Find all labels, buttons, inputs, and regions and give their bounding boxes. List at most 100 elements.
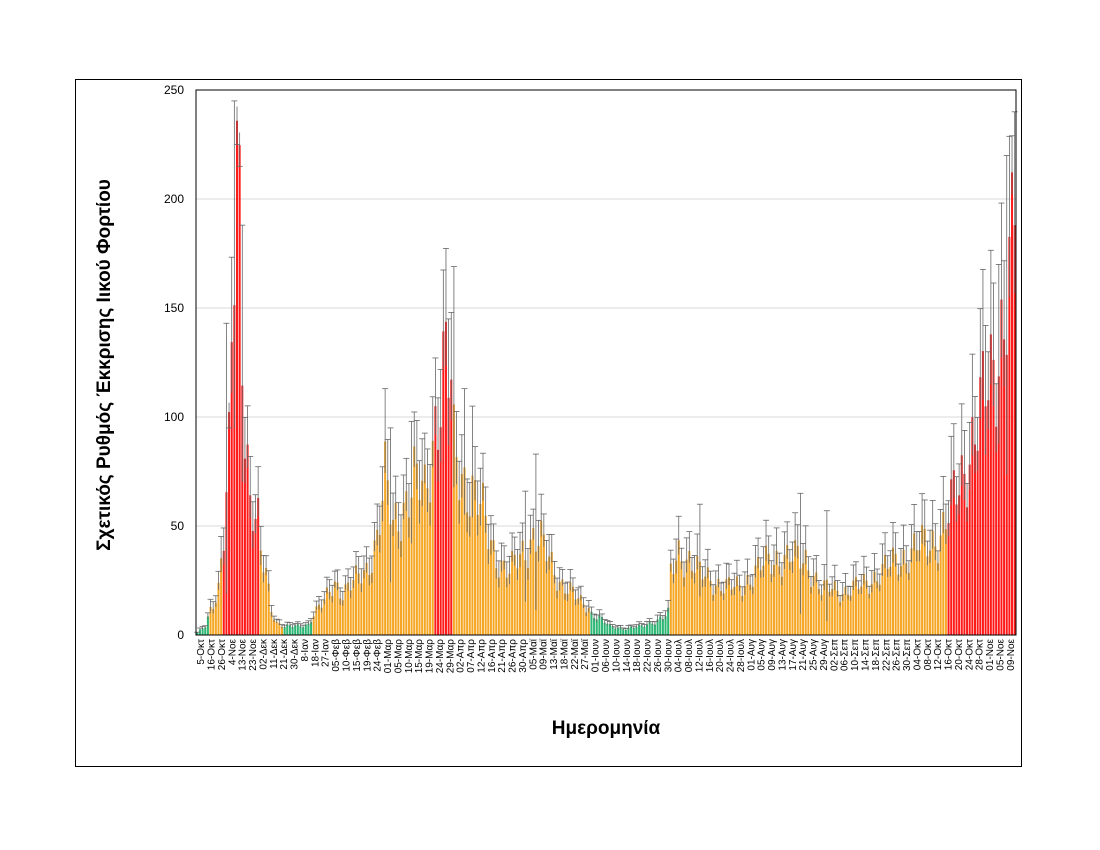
bar [698,561,701,635]
bar [638,624,641,635]
bar [683,577,686,635]
bar [458,500,461,635]
bar [471,475,474,635]
x-tick-label: 01-Αυγ [746,639,757,671]
bar [526,568,529,635]
bar [415,463,418,635]
bar [566,593,569,635]
bar [831,589,834,635]
bar [619,627,622,635]
bar [643,626,646,635]
plot-area-border [195,89,1017,636]
bar [548,556,551,635]
bar [233,305,236,635]
bar [434,406,437,635]
bar [815,572,818,635]
bar [532,528,535,635]
bar [452,404,455,635]
bar [817,589,820,635]
bar [484,515,487,635]
bar [574,599,577,635]
bar [960,455,963,635]
bar [915,550,918,635]
bar [675,560,678,635]
x-tick-label: 18-Ιουν [632,639,643,672]
bar [992,359,995,635]
bar [751,586,754,635]
bar [214,602,217,635]
bar [907,572,910,635]
bar [807,570,810,635]
x-tick-label: 24-Φεβ [373,639,384,672]
y-tick-label: 100 [164,410,184,424]
bar [500,560,503,635]
x-tick-label: 08-Ιουλ [684,639,695,672]
x-tick-label: 02-Δεκ [258,638,269,670]
bar [320,607,323,635]
bar [413,446,416,635]
bar [778,566,781,635]
bar [286,624,289,635]
bar [796,545,799,635]
x-tick-label: 28-Ιουλ [736,639,747,672]
x-tick-label: 16-Απρ [487,639,498,673]
bar [1008,236,1011,635]
bar [997,376,1000,635]
bar [209,606,212,635]
bar [344,584,347,635]
bar [254,519,257,635]
bar [476,514,479,635]
bar [939,535,942,635]
bar [635,626,638,635]
bar [759,570,762,635]
bar [204,627,207,635]
bar [212,609,215,635]
bar [513,554,516,635]
bar [381,500,384,635]
bar [873,571,876,635]
bar [336,582,339,635]
bar [542,534,545,635]
bar [762,565,765,635]
bar [481,482,485,635]
y-tick-label: 250 [164,83,184,97]
bar [561,579,564,635]
bar [841,593,844,635]
bar [852,580,855,635]
bar [447,397,450,635]
bar [243,458,246,635]
x-tick-label: 21-Απρ [497,639,508,673]
bar [315,606,318,635]
bar [241,385,244,635]
bar [442,331,445,635]
bar [468,516,471,635]
bar [672,574,675,635]
x-tick-label: 30-Ιουν [663,639,674,672]
bar [958,495,961,635]
bar [632,627,635,635]
bar [392,519,395,635]
x-tick-label: 07-Απρ [466,639,477,673]
bar [378,535,381,635]
bar [608,624,611,635]
bar [360,583,363,635]
x-tick-label: 27-Μαϊ [580,638,591,670]
bar [577,598,580,635]
bar [373,540,376,635]
bar [1003,339,1006,635]
bar [630,626,633,635]
bar [963,473,966,635]
x-tick-label: 02-Απρ [456,639,467,673]
bar [259,550,262,635]
bar [222,550,225,635]
bar [270,612,273,635]
bar [923,528,926,635]
bar [545,561,548,635]
bar [579,595,582,635]
bar [804,549,807,635]
bar [886,568,889,635]
bar [384,441,387,635]
bar [595,619,598,635]
bar [497,577,500,635]
